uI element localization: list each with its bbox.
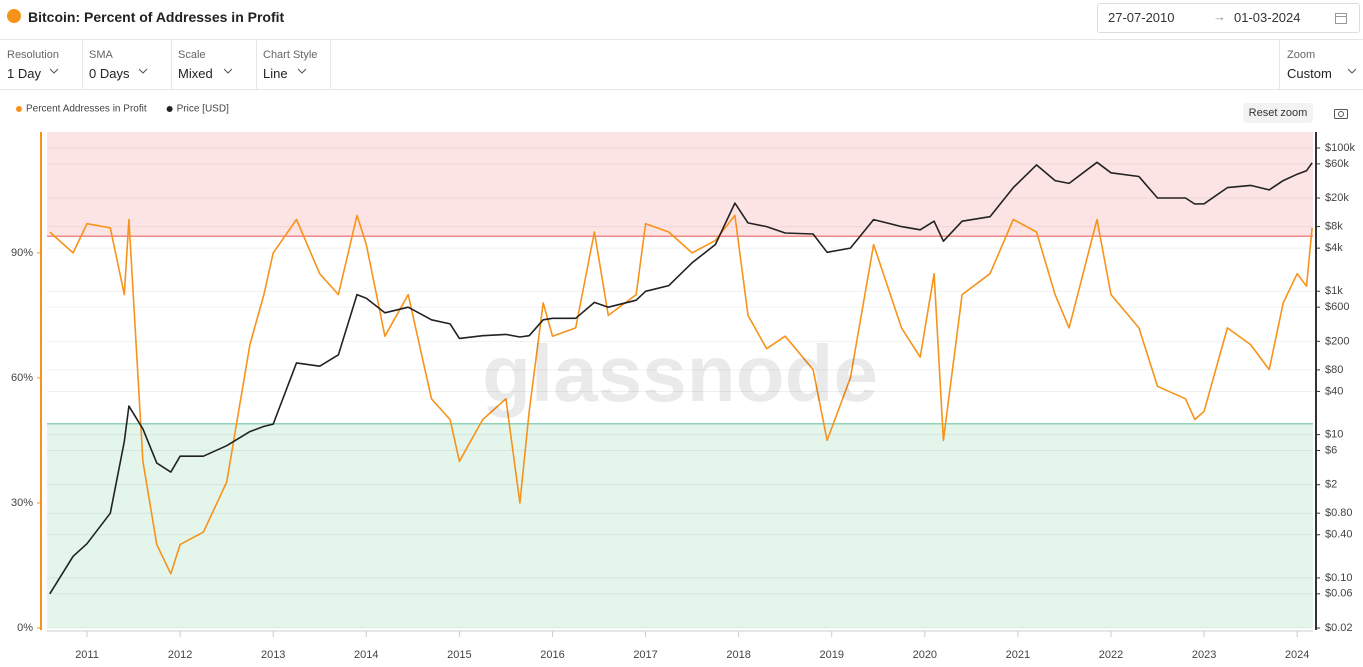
reset-zoom-button[interactable]: Reset zoom	[1243, 103, 1313, 123]
arrow: →	[1213, 9, 1226, 24]
watermark: glassnode	[482, 329, 878, 418]
dropdown-value[interactable]: Mixed	[178, 66, 213, 81]
x-tick-label: 2015	[447, 649, 471, 661]
x-tick-label: 2024	[1285, 649, 1309, 661]
chart-title: Bitcoin: Percent of Addresses in Profit	[28, 9, 285, 25]
x-tick-label: 2014	[354, 649, 378, 661]
y2-tick-label: $1k	[1325, 285, 1343, 297]
dropdown-value[interactable]: 1 Day	[7, 66, 41, 81]
y2-tick-label: $0.10	[1325, 572, 1353, 584]
x-tick-label: 2022	[1099, 649, 1123, 661]
header: Bitcoin: Percent of Addresses in Profit …	[0, 0, 1363, 40]
dropdown-value[interactable]: 0 Days	[89, 66, 130, 81]
bitcoin-icon	[7, 9, 21, 23]
zoom-dropdown[interactable]: Zoom Custom	[1279, 40, 1363, 89]
dropdown-label: Chart Style	[263, 49, 318, 61]
y2-tick-label: $10	[1325, 429, 1343, 441]
y2-tick-label: $100k	[1325, 142, 1355, 154]
legend-marker	[16, 106, 22, 112]
camera-icon[interactable]	[1334, 107, 1348, 119]
dropdown-label: SMA	[89, 49, 113, 61]
chevron[interactable]	[297, 68, 307, 75]
date-to[interactable]: 01-03-2024	[1234, 10, 1301, 25]
dropdown-value[interactable]: Line	[263, 66, 288, 81]
y-tick-label: 90%	[11, 247, 33, 259]
x-tick-label: 2023	[1192, 649, 1216, 661]
calendar-icon[interactable]	[1335, 11, 1347, 24]
x-tick-label: 2016	[540, 649, 564, 661]
dropdown[interactable]: Chart Style Line	[256, 40, 331, 89]
y2-tick-label: $4k	[1325, 242, 1343, 254]
chevron[interactable]	[223, 68, 233, 75]
chevron[interactable]	[1347, 68, 1357, 75]
dropdown[interactable]: Scale Mixed	[171, 40, 257, 89]
dropdown[interactable]: Resolution 1 Day	[0, 40, 83, 89]
y2-tick-label: $600	[1325, 301, 1349, 313]
toolbar: Resolution 1 Day SMA 0 Days Scale Mixed Chart …	[0, 40, 1363, 90]
x-tick-label: 2018	[726, 649, 750, 661]
x-tick-label: 2020	[913, 649, 937, 661]
legend-label: Percent Addresses in Profit	[26, 104, 147, 115]
dropdown[interactable]: SMA 0 Days	[82, 40, 172, 89]
x-tick-label: 2021	[1006, 649, 1030, 661]
upper-band	[47, 132, 1313, 237]
y-tick-label: 30%	[11, 497, 33, 509]
x-tick-label: 2019	[819, 649, 843, 661]
date-range[interactable]: 27-07-2010 → 01-03-2024	[1097, 3, 1360, 33]
legend-marker	[166, 106, 173, 112]
y2-tick-label: $60k	[1325, 158, 1349, 170]
legend-label: Price [USD]	[177, 104, 229, 115]
dropdown-label: Scale	[178, 49, 206, 61]
chevron[interactable]	[138, 68, 148, 75]
date-from[interactable]: 27-07-2010	[1108, 10, 1175, 25]
y2-tick-label: $2	[1325, 479, 1337, 491]
y2-tick-label: $8k	[1325, 220, 1343, 232]
series-line	[49, 161, 1313, 595]
series-line	[49, 214, 1313, 575]
x-tick-label: 2017	[633, 649, 657, 661]
x-tick-label: 2011	[75, 649, 99, 661]
y2-tick-label: $0.40	[1325, 529, 1353, 541]
y2-tick-label: $0.80	[1325, 507, 1353, 519]
dropdown-label: Resolution	[7, 49, 59, 61]
lower-band	[47, 423, 1313, 628]
y-tick-label: 60%	[11, 372, 33, 384]
dropdown-value[interactable]: Custom	[1287, 66, 1332, 81]
y2-tick-label: $0.06	[1325, 588, 1353, 600]
y2-tick-label: $20k	[1325, 192, 1349, 204]
dropdown-label: Zoom	[1287, 49, 1316, 61]
y2-tick-label: $0.02	[1325, 622, 1353, 634]
y2-tick-label: $6	[1325, 444, 1337, 456]
y2-tick-label: $80	[1325, 364, 1343, 376]
x-tick-label: 2013	[261, 649, 285, 661]
y-tick-label: 0%	[17, 622, 33, 634]
chevron[interactable]	[49, 68, 59, 75]
x-tick-label: 2012	[168, 649, 192, 661]
y2-tick-label: $200	[1325, 335, 1349, 347]
y2-tick-label: $40	[1325, 385, 1343, 397]
